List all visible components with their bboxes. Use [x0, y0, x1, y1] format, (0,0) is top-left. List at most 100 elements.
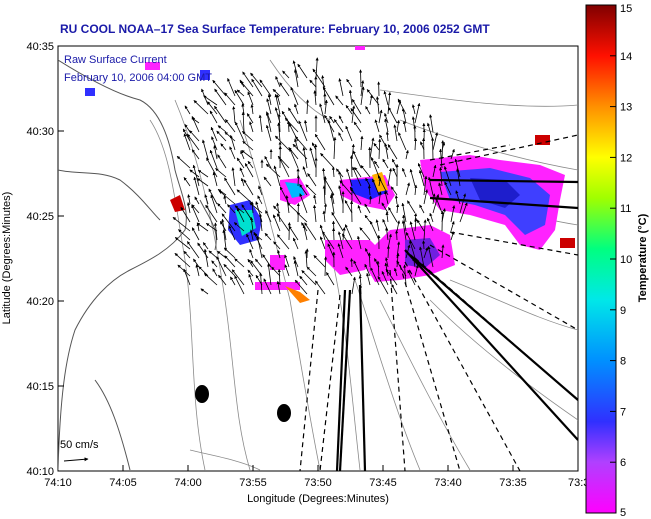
current-vector	[409, 168, 416, 187]
current-vector	[172, 216, 191, 232]
current-vector	[194, 196, 200, 205]
current-vector	[450, 148, 455, 160]
current-vector	[214, 88, 227, 106]
current-vector	[443, 166, 452, 187]
current-vectors	[172, 57, 468, 295]
current-vector	[266, 98, 272, 115]
current-vector	[360, 135, 364, 151]
current-vector	[454, 158, 461, 178]
current-vector	[212, 171, 218, 187]
current-vector	[186, 202, 191, 214]
current-vector	[201, 139, 209, 160]
current-vector	[367, 185, 372, 196]
current-vector	[242, 71, 254, 88]
current-vector	[239, 167, 245, 178]
current-vector	[180, 206, 191, 223]
colorbar-tick-label: 6	[620, 457, 626, 469]
current-vector	[401, 220, 407, 241]
colorbar-tick-label: 10	[620, 254, 632, 266]
current-vector	[384, 143, 389, 160]
current-vector	[439, 167, 443, 187]
current-vector	[312, 68, 326, 88]
current-vector	[349, 200, 354, 223]
x-tick: 73:40	[434, 477, 462, 489]
current-vector	[229, 134, 236, 151]
current-vector	[265, 124, 272, 142]
current-vector	[409, 240, 416, 259]
station-marker	[195, 385, 209, 403]
current-vector	[351, 276, 356, 295]
current-vector	[195, 264, 200, 277]
current-vector	[407, 200, 416, 214]
current-vector	[427, 217, 434, 232]
current-vector	[370, 267, 380, 286]
current-vector	[427, 176, 434, 196]
current-vector	[390, 186, 398, 196]
current-vector	[197, 169, 209, 178]
current-vector	[396, 252, 400, 268]
current-vector	[441, 244, 445, 259]
current-vector	[174, 253, 191, 268]
current-vector	[241, 111, 245, 133]
current-vector	[313, 90, 317, 106]
current-vector	[338, 185, 344, 205]
current-vector	[222, 229, 227, 250]
current-vector	[333, 136, 337, 160]
current-vector	[450, 221, 455, 232]
current-vector	[375, 96, 380, 115]
current-vector	[423, 189, 428, 205]
current-vector	[240, 150, 245, 160]
current-vector	[272, 214, 281, 232]
current-vector	[401, 202, 407, 223]
current-vector	[224, 255, 236, 268]
y-tick: 40:35	[26, 41, 54, 53]
current-vector	[292, 143, 308, 160]
y-tick-labels: 40:35 40:30 40:25 40:20 40:15 40:10	[26, 41, 54, 478]
current-vector	[218, 274, 227, 286]
scale-arrow	[63, 457, 89, 462]
current-vector	[393, 124, 398, 142]
current-vector	[414, 217, 418, 232]
current-vector	[331, 211, 344, 232]
current-vector	[204, 194, 209, 205]
current-vector	[422, 240, 426, 250]
current-vector	[289, 148, 299, 169]
current-vector	[247, 91, 254, 106]
current-vector	[210, 194, 218, 214]
current-vector	[277, 268, 281, 286]
current-vector	[345, 125, 353, 142]
current-vector	[249, 229, 254, 241]
current-vector	[339, 180, 353, 196]
current-vector	[435, 196, 443, 214]
current-vector	[217, 154, 227, 169]
current-vector	[208, 250, 218, 259]
current-vector	[423, 219, 427, 241]
current-vector	[360, 86, 365, 106]
x-tick-labels: 74:10 74:05 74:00 73:55 73:50 73:45 73:4…	[44, 477, 589, 489]
current-vector	[305, 99, 310, 115]
current-vector	[429, 212, 434, 223]
current-vector	[365, 177, 371, 187]
current-vector	[418, 169, 425, 187]
current-vector	[357, 235, 362, 250]
current-vector	[309, 147, 317, 169]
current-vector	[294, 138, 299, 151]
current-vector	[341, 233, 353, 250]
current-vector	[375, 219, 380, 232]
current-vector	[209, 149, 218, 169]
current-vector	[224, 92, 236, 106]
current-vector	[290, 86, 299, 106]
current-vector	[383, 90, 389, 106]
current-vector	[254, 258, 263, 268]
colorbar-tick-label: 12	[620, 152, 632, 164]
current-vector	[327, 119, 335, 142]
current-vector	[459, 202, 468, 223]
current-vector	[313, 255, 326, 268]
current-vector	[275, 135, 290, 151]
current-vector	[299, 184, 308, 196]
current-vector	[395, 230, 399, 241]
current-vector	[234, 89, 245, 106]
current-vector	[324, 99, 328, 115]
current-vector	[384, 112, 389, 124]
